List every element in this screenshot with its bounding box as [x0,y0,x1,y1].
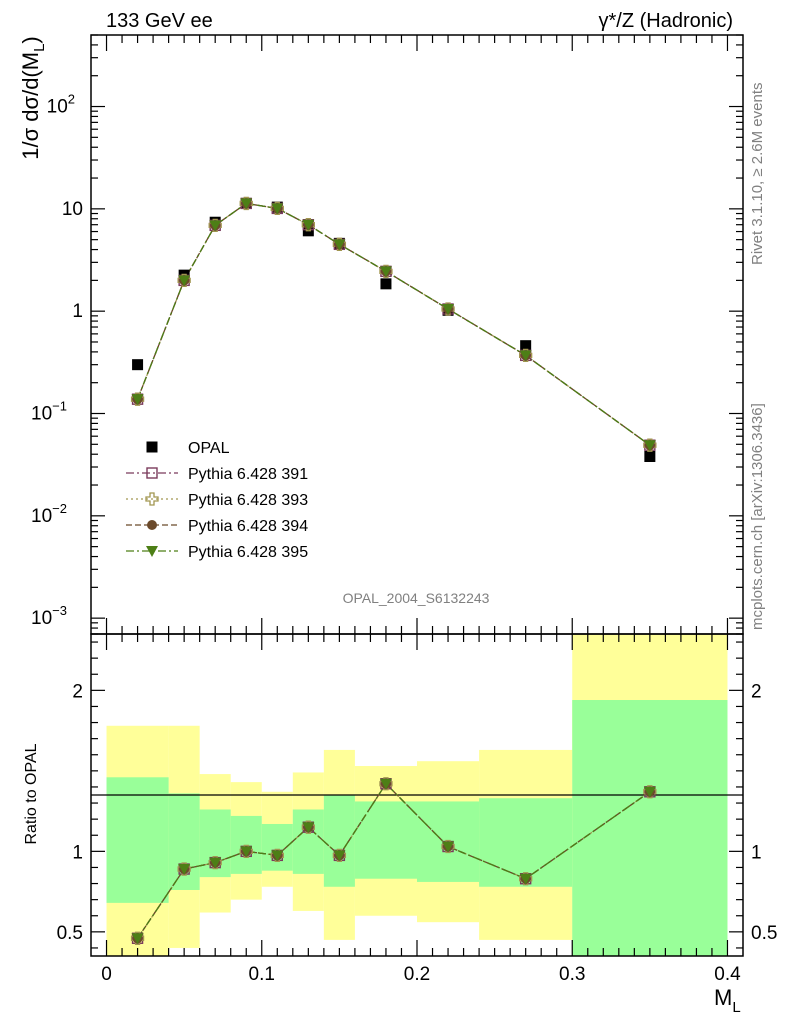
ratio-band-green [261,823,293,871]
x-axis-label: ML [714,985,741,1016]
data-point-series-0 [380,278,392,290]
data-point-series-4 [131,394,144,406]
series-line-1 [136,202,651,446]
ratio-point-series-4 [209,857,222,869]
ratio-y-tick-label-left: 1 [72,842,83,863]
ratio-point-series-4 [442,841,455,853]
legend-label-2: Pythia 6.428 393 [188,492,308,509]
ratio-y-axis-label: Ratio to OPAL [23,743,40,844]
x-tick-label: 0.3 [559,964,585,985]
ratio-point-series-4 [643,786,656,798]
ratio-band-green [292,809,324,874]
data-point-series-4 [209,220,222,232]
legend-marker-2 [145,492,159,506]
legend-label-1: Pythia 6.428 391 [188,466,308,483]
ratio-y-tick-label-right: 2 [751,681,762,702]
data-point-series-0 [644,450,656,462]
ratio-y-tick-label-right: 0.5 [751,923,777,944]
legend-marker-1 [146,467,158,479]
series-line-3 [136,202,651,446]
ratio-point-series-4 [131,933,144,945]
ratio-band-green [106,777,169,903]
x-tick-label: 0.2 [404,964,430,985]
rivet-version-label: Rivet 3.1.10, ≥ 2.6M events [749,83,766,266]
x-tick-label: 0.4 [714,964,741,985]
legend-label-4: Pythia 6.428 395 [188,544,308,561]
ratio-point-series-4 [271,850,284,862]
data-point-series-4 [379,266,392,278]
data-point-series-0 [520,340,532,352]
ratio-y-tick-label-left: 2 [72,681,83,702]
ratio-band-green [479,798,573,887]
data-point-series-4 [333,239,346,251]
header-left-title: 133 GeV ee [106,10,213,32]
main-y-tick-label: 10−2 [31,501,67,527]
series-line-2 [136,202,651,446]
main-y-axis-label: 1/σ dσ/d(ML) [18,36,48,160]
data-point-series-0 [132,359,144,371]
data-point-series-4 [178,275,191,287]
ratio-point-series-4 [519,873,532,885]
analysis-label: OPAL_2004_S6132243 [343,590,490,606]
x-tick-label: 0.1 [249,964,275,985]
main-y-tick-label: 1 [72,301,83,322]
ratio-band-green [323,795,355,887]
ratio-point-series-4 [302,822,315,834]
data-point-series-4 [519,350,532,362]
series-line-4 [136,202,651,446]
ratio-y-tick-label-left: 0.5 [57,923,83,944]
main-y-tick-label: 10−3 [31,603,67,629]
legend: OPAL Pythia 6.428 391 Pythia 6.428 393 Pyth… [126,440,308,561]
legend-marker-0 [146,441,158,453]
main-y-tick-label: 102 [47,92,75,118]
ratio-point-series-4 [333,850,346,862]
data-point-series-4 [643,440,656,452]
legend-label-0: OPAL [188,440,230,457]
ratio-y-tick-label-right: 1 [751,842,762,863]
ratio-band-green [354,801,417,879]
ratio-line-4 [137,782,651,939]
data-point-series-4 [302,219,315,231]
ratio-point-series-4 [178,864,191,876]
main-y-tick-label: 10−1 [31,398,67,424]
legend-marker-3 [147,520,157,530]
header-right-title: γ*/Z (Hadronic) [599,10,733,32]
mcplots-label: mcplots.cern.ch [arXiv:1306.3436] [749,403,766,630]
data-point-series-4 [442,304,455,316]
data-point-series-4 [271,203,284,215]
x-tick-label: 0 [101,964,112,985]
legend-marker-4 [146,546,158,557]
main-y-tick-label: 10 [62,199,83,220]
ratio-point-series-4 [379,778,392,790]
ratio-band-green [572,700,728,956]
data-point-series-4 [240,198,253,210]
ratio-point-series-4 [240,846,253,858]
legend-label-3: Pythia 6.428 394 [188,518,308,535]
